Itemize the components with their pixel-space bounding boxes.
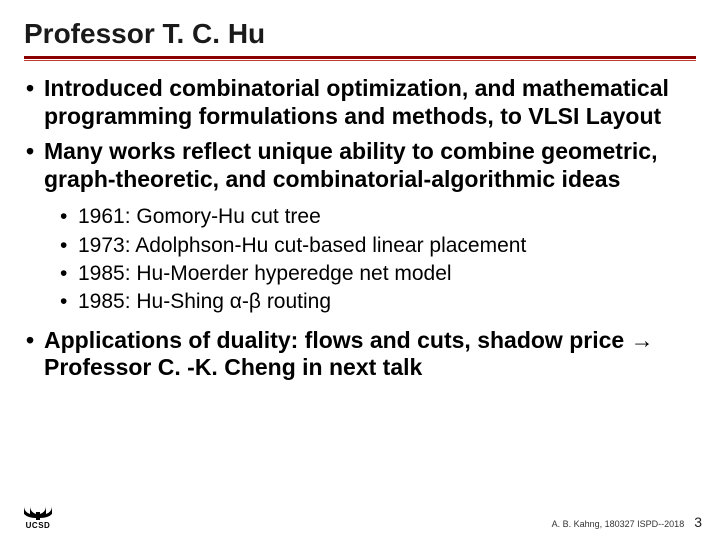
sub-bullet-item: 1985: Hu-Moerder hyperedge net model — [24, 260, 696, 288]
slide-title: Professor T. C. Hu — [24, 18, 696, 54]
bullet-item: Introduced combinatorial optimization, a… — [24, 75, 696, 130]
slide-container: Professor T. C. Hu Introduced combinator… — [0, 0, 720, 540]
footer-right: A. B. Kahng, 180327 ISPD--2018 3 — [552, 514, 702, 530]
sub-bullet-list: 1961: Gomory-Hu cut tree 1973: Adolphson… — [24, 203, 696, 316]
bullet-item: Applications of duality: flows and cuts,… — [24, 327, 696, 382]
sub-bullet-item: 1961: Gomory-Hu cut tree — [24, 203, 696, 231]
main-bullet-list: Introduced combinatorial optimization, a… — [24, 75, 696, 193]
title-underline-light — [24, 60, 696, 61]
sub-bullet-item: 1973: Adolphson-Hu cut-based linear plac… — [24, 232, 696, 260]
main-bullet-list-2: Applications of duality: flows and cuts,… — [24, 327, 696, 382]
attribution-text: A. B. Kahng, 180327 ISPD--2018 — [552, 519, 685, 529]
page-number: 3 — [694, 514, 702, 530]
slide-footer: UCSD A. B. Kahng, 180327 ISPD--2018 3 — [0, 504, 720, 530]
sub-bullet-item: 1985: Hu-Shing α-β routing — [24, 288, 696, 316]
bullet-item: Many works reflect unique ability to com… — [24, 138, 696, 193]
title-underline-dark — [24, 56, 696, 59]
ucsd-logo: UCSD — [20, 504, 56, 530]
logo-text: UCSD — [26, 521, 51, 530]
trident-icon — [20, 504, 56, 520]
